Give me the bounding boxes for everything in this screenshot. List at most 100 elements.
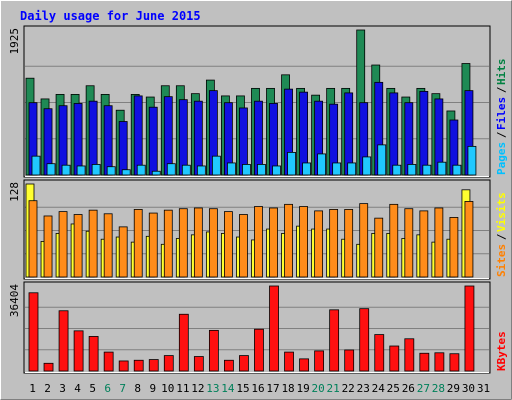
bar-kbytes-day-29 xyxy=(449,353,460,372)
day-label: 11 xyxy=(176,382,189,395)
day-label: 15 xyxy=(236,382,249,395)
day-label: 13 xyxy=(206,382,219,395)
bar-pages-day-25 xyxy=(392,164,402,176)
bar-kbytes-day-28 xyxy=(434,352,445,372)
bar-kbytes-day-27 xyxy=(419,352,430,372)
bar-files-day-7 xyxy=(118,121,128,176)
bar-kbytes-day-21 xyxy=(329,309,340,372)
bar-kbytes-day-7 xyxy=(118,360,129,372)
bar-sites-day-13 xyxy=(208,208,218,278)
day-label: 17 xyxy=(266,382,279,395)
bar-pages-day-26 xyxy=(407,164,417,176)
bar-pages-day-1 xyxy=(31,155,41,176)
bar-files-day-25 xyxy=(389,92,399,176)
bar-kbytes-day-11 xyxy=(178,313,189,372)
day-label: 25 xyxy=(387,382,400,395)
bar-kbytes-day-17 xyxy=(269,285,279,372)
bar-pages-day-28 xyxy=(437,161,447,176)
bar-sites-day-25 xyxy=(389,203,399,278)
day-label: 22 xyxy=(342,382,355,395)
bar-pages-day-2 xyxy=(46,163,56,176)
bar-sites-day-17 xyxy=(269,207,278,278)
day-label: 1 xyxy=(29,382,36,395)
day-label: 23 xyxy=(357,382,370,395)
day-label: 19 xyxy=(296,382,309,395)
bar-kbytes-day-10 xyxy=(163,355,174,372)
day-label: 14 xyxy=(221,382,235,395)
bar-pages-day-7 xyxy=(121,169,131,176)
bar-kbytes-day-1 xyxy=(28,292,39,372)
day-label: 2 xyxy=(44,382,51,395)
bar-files-day-17 xyxy=(269,103,278,176)
day-label: 30 xyxy=(462,382,475,395)
day-label: 7 xyxy=(119,382,126,395)
bar-sites-day-12 xyxy=(193,207,203,278)
bar-pages-day-20 xyxy=(317,153,327,176)
bar-sites-day-30 xyxy=(464,201,474,278)
bar-sites-day-9 xyxy=(148,212,158,278)
bar-pages-day-21 xyxy=(332,162,342,176)
bar-files-day-11 xyxy=(178,99,188,176)
day-label: 31 xyxy=(477,382,490,395)
bar-pages-day-18 xyxy=(287,152,296,176)
bar-kbytes-day-23 xyxy=(359,308,370,372)
bar-kbytes-day-5 xyxy=(88,336,99,372)
bar-kbytes-day-12 xyxy=(193,356,204,372)
bar-sites-day-29 xyxy=(449,217,459,278)
bar-pages-day-13 xyxy=(211,155,221,176)
bar-sites-day-4 xyxy=(73,214,83,278)
day-label: 9 xyxy=(149,382,156,395)
bar-pages-day-3 xyxy=(61,164,71,176)
bar-pages-day-23 xyxy=(362,156,372,176)
bar-pages-day-30 xyxy=(467,145,477,176)
bar-kbytes-day-3 xyxy=(58,310,69,372)
bar-sites-day-1 xyxy=(28,200,38,278)
bar-kbytes-day-26 xyxy=(404,338,415,372)
day-label: 4 xyxy=(74,382,81,395)
day-label: 28 xyxy=(432,382,445,395)
bar-files-day-10 xyxy=(163,96,173,176)
legend-separator: / xyxy=(495,233,508,240)
bar-kbytes-day-25 xyxy=(389,345,400,372)
bar-pages-day-9 xyxy=(151,170,161,176)
bar-kbytes-day-14 xyxy=(224,359,234,372)
bar-sites-day-22 xyxy=(344,209,354,278)
day-label: 24 xyxy=(372,382,386,395)
bar-kbytes-day-30 xyxy=(464,285,475,372)
bar-files-day-8 xyxy=(133,95,143,176)
y-max-label-kbytes: 36404 xyxy=(8,284,21,317)
day-label: 29 xyxy=(447,382,460,395)
bar-sites-day-20 xyxy=(314,210,324,278)
legend-hits: Hits xyxy=(495,59,508,86)
y-max-label-hits-files-pages: 1925 xyxy=(8,28,21,55)
bar-pages-day-27 xyxy=(422,164,432,176)
bar-sites-day-11 xyxy=(178,208,188,278)
bar-sites-day-28 xyxy=(434,207,444,278)
bar-kbytes-day-2 xyxy=(43,362,54,372)
day-label: 8 xyxy=(134,382,141,395)
bar-pages-day-10 xyxy=(166,163,176,176)
day-label: 6 xyxy=(104,382,111,395)
bar-pages-day-24 xyxy=(377,144,387,176)
bar-sites-day-3 xyxy=(58,211,68,278)
bar-sites-day-15 xyxy=(239,214,248,278)
legend-visits: Visits xyxy=(495,192,508,232)
bar-sites-day-16 xyxy=(254,206,263,278)
bar-pages-day-17 xyxy=(272,165,281,176)
bar-kbytes-day-16 xyxy=(254,328,264,372)
bar-kbytes-day-9 xyxy=(148,359,159,372)
bar-pages-day-11 xyxy=(181,164,191,176)
legend-pages: Pages xyxy=(495,142,508,175)
bar-files-day-4 xyxy=(73,103,83,176)
bar-sites-day-2 xyxy=(43,215,53,278)
legend-kbytes: KBytes xyxy=(495,331,508,371)
bar-files-day-6 xyxy=(103,105,113,176)
bar-files-day-5 xyxy=(88,100,98,176)
bar-files-day-27 xyxy=(419,90,429,176)
bar-kbytes-day-18 xyxy=(284,351,294,372)
bar-pages-day-15 xyxy=(242,164,251,176)
day-label: 10 xyxy=(161,382,174,395)
bar-kbytes-day-20 xyxy=(314,350,325,372)
day-label: 3 xyxy=(59,382,66,395)
